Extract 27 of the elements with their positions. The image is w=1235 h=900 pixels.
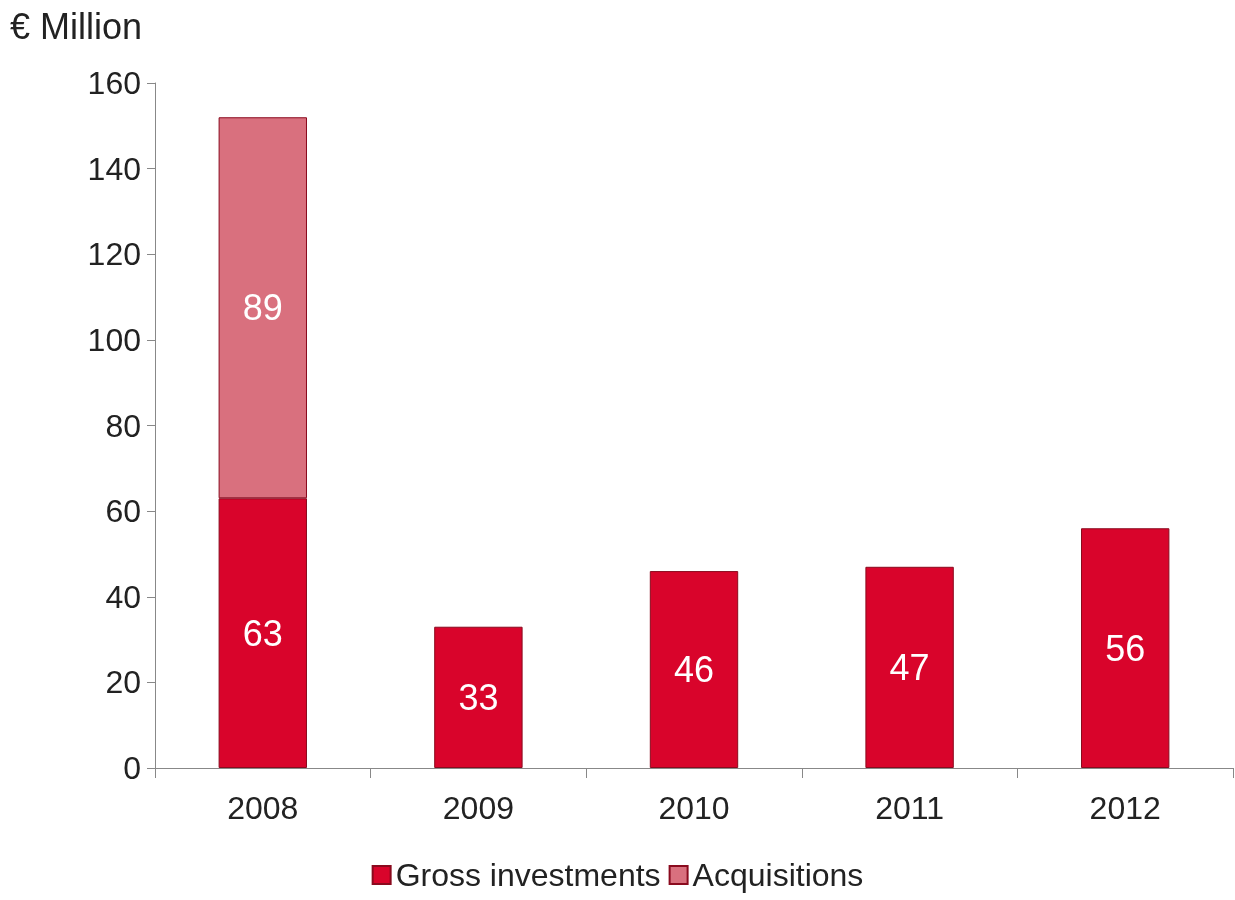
data-label: 63 <box>242 612 283 654</box>
y-tick-label: 40 <box>105 578 141 615</box>
x-tick-label: 2009 <box>442 790 514 826</box>
bar <box>649 571 739 768</box>
y-tick-label: 160 <box>87 65 141 101</box>
x-tick-label: 2011 <box>875 790 945 826</box>
legend-label: Gross investments <box>395 857 661 893</box>
legend-label: Acquisitions <box>692 857 864 893</box>
y-tick-label: 20 <box>105 664 141 701</box>
data-label: 47 <box>889 646 930 688</box>
data-label: 56 <box>1105 627 1146 669</box>
data-label: 46 <box>673 649 715 691</box>
bar <box>865 566 954 768</box>
data-label: 33 <box>458 676 499 718</box>
y-tick-label: 60 <box>105 493 141 530</box>
y-tick-label: 100 <box>87 321 141 358</box>
y-tick-label: 0 <box>123 750 141 786</box>
data-label: 89 <box>242 287 283 329</box>
x-tick-label: 2010 <box>658 790 730 826</box>
x-tick-label: 2012 <box>1089 790 1161 826</box>
bar <box>434 626 523 768</box>
x-tick-label: 2008 <box>227 790 299 826</box>
y-tick-label: 120 <box>87 236 141 273</box>
y-tick-label: 80 <box>105 407 141 444</box>
y-tick-label: 140 <box>87 150 141 187</box>
y-axis-title: € Million <box>10 5 143 47</box>
bar <box>1081 528 1170 768</box>
